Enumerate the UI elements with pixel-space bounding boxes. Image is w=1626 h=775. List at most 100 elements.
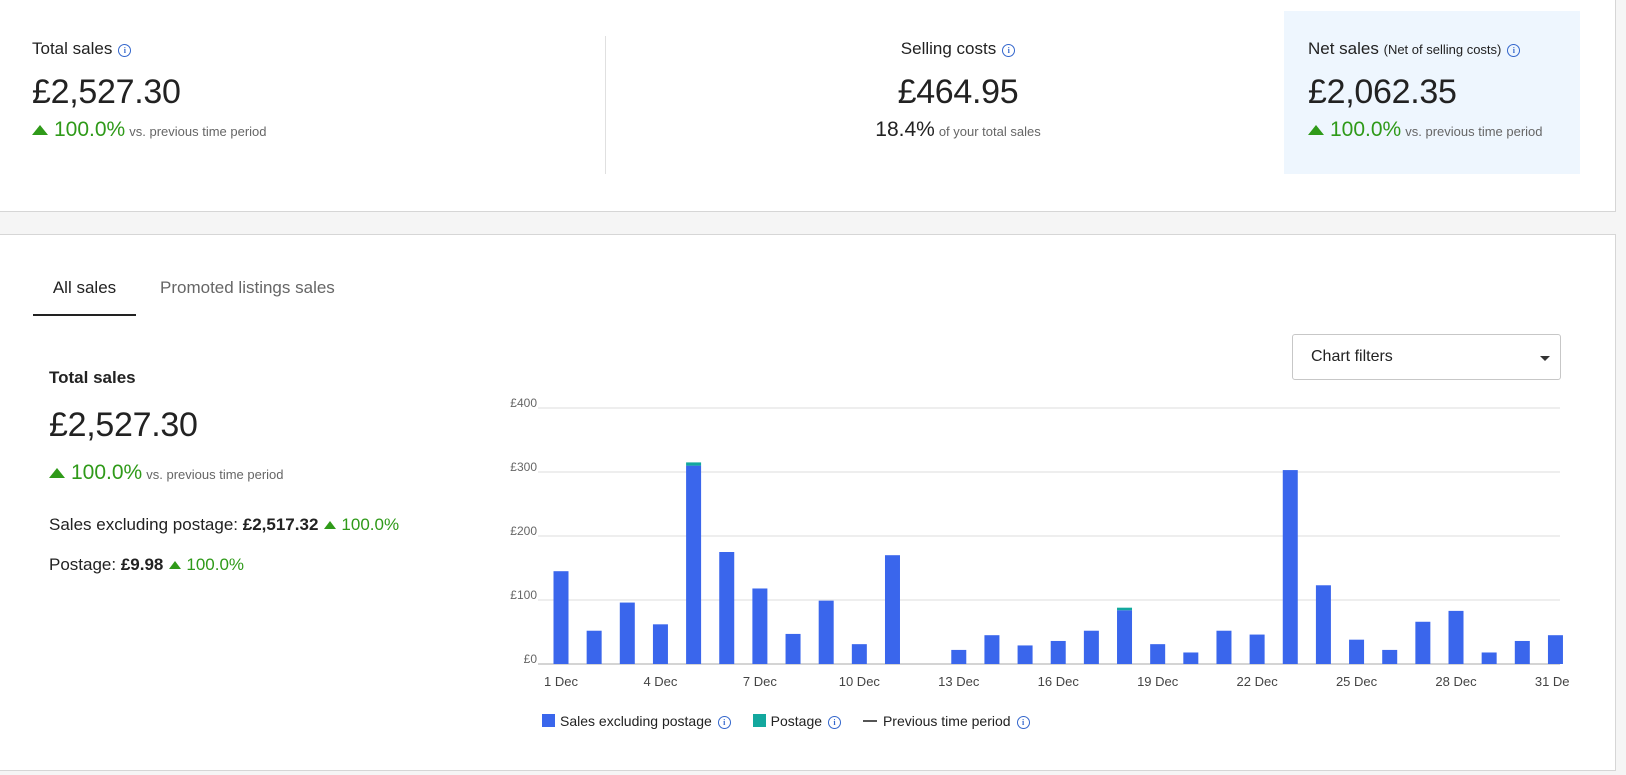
comparison-text: vs. previous time period bbox=[1405, 124, 1543, 139]
sales-bar bbox=[1150, 644, 1166, 664]
net-sales-metric: Net sales (Net of selling costs) i £2,062… bbox=[1308, 39, 1543, 142]
change-percent: 100.0% bbox=[341, 515, 400, 534]
chart-filters-dropdown[interactable]: Chart filters bbox=[1292, 334, 1561, 380]
info-icon[interactable]: i bbox=[1016, 716, 1030, 729]
x-tick-label: 31 Dec bbox=[1535, 674, 1570, 689]
x-tick-label: 7 Dec bbox=[743, 674, 777, 689]
tab-all-sales[interactable]: All sales bbox=[33, 268, 136, 316]
sales-bar bbox=[1415, 621, 1431, 664]
comparison-text: vs. previous time period bbox=[129, 124, 267, 139]
sales-bar bbox=[1448, 610, 1464, 664]
sales-bar-chart: £0 £100 £200 £300 £400 1 Dec 4 Dec 7 Dec 10 Dec 1… bbox=[510, 396, 1570, 689]
x-tick-label: 19 Dec bbox=[1137, 674, 1179, 689]
sales-excl-postage-value: £2,517.32 bbox=[242, 515, 319, 534]
legend-label: Sales excluding postage bbox=[560, 713, 712, 729]
sales-card bbox=[0, 234, 1616, 771]
sales-bar bbox=[1083, 630, 1099, 664]
selling-costs-share: 18.4% of your total sales bbox=[838, 118, 1078, 142]
sales-bar bbox=[984, 635, 1000, 664]
x-tick-label: 16 Dec bbox=[1038, 674, 1080, 689]
change-percent: 100.0% bbox=[54, 118, 126, 141]
sales-bar bbox=[1183, 652, 1199, 664]
chart-filters-label: Chart filters bbox=[1311, 348, 1393, 365]
previous-period-swatch bbox=[862, 720, 877, 722]
postage-row: Postage: £9.98 100.0% bbox=[49, 555, 399, 575]
change-percent: 100.0% bbox=[1330, 118, 1402, 141]
sales-bar bbox=[1050, 640, 1066, 664]
total-sales-panel: Total sales £2,527.30 100.0% vs. previous… bbox=[49, 368, 399, 575]
sales-bar bbox=[1282, 470, 1298, 664]
postage-swatch bbox=[752, 714, 766, 727]
y-tick-label: £300 bbox=[510, 460, 537, 474]
sales-excl-postage-row: Sales excluding postage: £2,517.32 100.0% bbox=[49, 515, 399, 535]
sales-excl-postage-label: Sales excluding postage: bbox=[49, 515, 239, 534]
change-percent: 100.0% bbox=[71, 461, 143, 484]
sales-bar bbox=[1315, 585, 1331, 664]
postage-label: Postage: bbox=[49, 555, 117, 574]
x-tick-label: 22 Dec bbox=[1237, 674, 1279, 689]
up-arrow-icon bbox=[1308, 125, 1324, 135]
y-tick-label: £200 bbox=[510, 524, 537, 538]
info-icon[interactable]: i bbox=[828, 716, 842, 729]
postage-value: £9.98 bbox=[120, 555, 164, 574]
net-sales-sublabel: (Net of selling costs) bbox=[1383, 42, 1502, 57]
y-tick-label: £100 bbox=[510, 588, 537, 602]
sales-bar bbox=[1249, 634, 1265, 664]
sales-bar bbox=[1117, 610, 1133, 664]
info-icon[interactable]: i bbox=[1507, 44, 1521, 57]
selling-costs-label: Selling costs i bbox=[838, 39, 1078, 59]
up-arrow-icon bbox=[169, 561, 182, 569]
postage-bar bbox=[1117, 607, 1133, 611]
legend-sales-excl-postage[interactable]: Sales excluding postage i bbox=[542, 713, 731, 729]
net-sales-label: Net sales (Net of selling costs) i bbox=[1308, 39, 1543, 59]
up-arrow-icon bbox=[49, 468, 65, 478]
sales-bar bbox=[1216, 630, 1232, 664]
legend-previous-period[interactable]: Previous time period i bbox=[862, 713, 1030, 729]
x-tick-label: 25 Dec bbox=[1336, 674, 1378, 689]
sales-bar bbox=[553, 571, 569, 664]
sales-bar bbox=[1481, 652, 1497, 664]
panel-change: 100.0% vs. previous time period bbox=[49, 461, 399, 485]
summary-card: Total sales i £2,527.30 100.0% vs. previou… bbox=[0, 0, 1616, 212]
legend-postage[interactable]: Postage i bbox=[752, 713, 842, 729]
net-sales-label-text: Net sales bbox=[1308, 39, 1379, 58]
selling-costs-note: of your total sales bbox=[938, 124, 1041, 139]
sales-bar bbox=[1514, 640, 1530, 664]
tab-promoted-listings-sales[interactable]: Promoted listings sales bbox=[160, 278, 335, 297]
total-sales-label-text: Total sales bbox=[32, 39, 113, 58]
total-sales-label: Total sales i bbox=[32, 39, 267, 59]
sales-bar bbox=[1017, 645, 1033, 664]
sales-bar bbox=[752, 588, 768, 664]
panel-total-value: £2,527.30 bbox=[49, 406, 198, 444]
sales-bar bbox=[818, 600, 834, 664]
selling-costs-percent: 18.4% bbox=[875, 118, 935, 141]
sales-bar bbox=[1382, 649, 1398, 664]
info-icon[interactable]: i bbox=[118, 44, 132, 57]
sales-bar bbox=[1547, 635, 1563, 664]
info-icon[interactable]: i bbox=[717, 716, 731, 729]
x-tick-label: 10 Dec bbox=[839, 674, 881, 689]
sales-bar bbox=[619, 602, 635, 664]
sales-bar bbox=[719, 552, 735, 664]
selling-costs-label-text: Selling costs bbox=[900, 39, 997, 58]
sales-swatch bbox=[542, 714, 555, 727]
info-icon[interactable]: i bbox=[1002, 44, 1016, 57]
divider bbox=[605, 36, 606, 174]
total-sales-metric: Total sales i £2,527.30 100.0% vs. previou… bbox=[32, 39, 267, 142]
up-arrow-icon bbox=[32, 125, 48, 135]
sales-bar bbox=[785, 633, 801, 664]
net-sales-value: £2,062.35 bbox=[1308, 73, 1457, 111]
up-arrow-icon bbox=[324, 521, 337, 529]
sales-bar bbox=[686, 465, 702, 664]
x-tick-label: 4 Dec bbox=[643, 674, 677, 689]
sales-bar bbox=[1349, 639, 1365, 664]
selling-costs-metric: Selling costs i £464.95 18.4% of your tota… bbox=[838, 39, 1078, 142]
sales-bar bbox=[652, 624, 668, 664]
total-sales-change: 100.0% vs. previous time period bbox=[32, 118, 267, 142]
total-sales-value: £2,527.30 bbox=[32, 73, 181, 111]
x-tick-label: 28 Dec bbox=[1435, 674, 1477, 689]
sales-bar bbox=[586, 630, 602, 664]
panel-title: Total sales bbox=[49, 368, 136, 387]
sales-bar bbox=[884, 555, 900, 664]
legend-label: Previous time period bbox=[882, 713, 1011, 729]
